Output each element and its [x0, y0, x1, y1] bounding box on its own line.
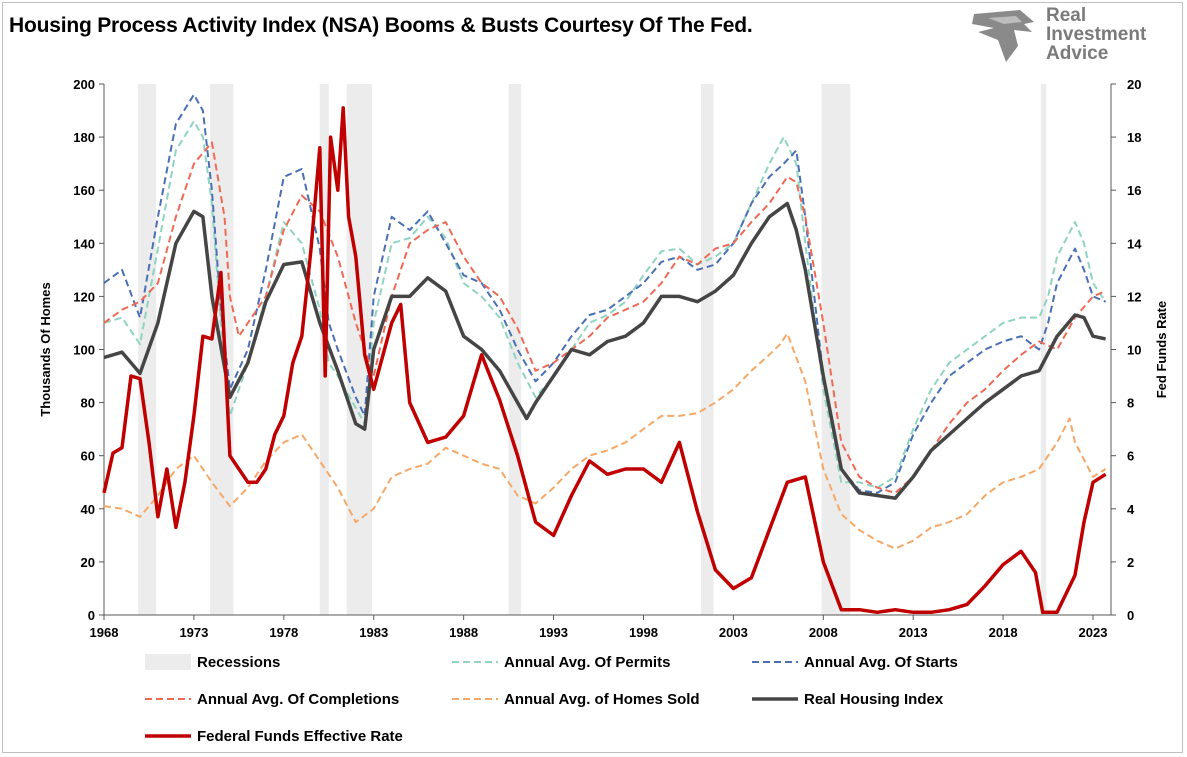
legend: Recessions Annual Avg. Of Permits Annual A…: [145, 654, 958, 745]
legend-label-homes_sold: Annual Avg. of Homes Sold: [504, 691, 700, 708]
series-line-starts: [103, 93, 1106, 494]
y-axis-left-title: Thousands Of Homes: [38, 282, 53, 416]
legend-label-real_housing: Real Housing Index: [804, 691, 944, 708]
eagle-head-icon: [972, 10, 1034, 62]
legend-label-permits: Annual Avg. Of Permits: [504, 654, 670, 671]
axes: 0 20 40 60 80 100 120 140 160 180 200 0 2 4 6 8 10 12 14 16…: [38, 77, 1169, 640]
x-tick-label: 1968: [90, 625, 119, 640]
recession-band-5: [701, 84, 714, 615]
logo-line-3: Advice: [1046, 43, 1109, 64]
recession-band-7: [1040, 84, 1047, 615]
x-tick-label: 1988: [449, 625, 478, 640]
y-tick-label-right: 0: [1127, 608, 1134, 623]
y-tick-label-left: 20: [81, 555, 95, 570]
logo-line-2: Investment: [1046, 24, 1147, 45]
y-tick-label-right: 8: [1127, 396, 1134, 411]
y-tick-label-left: 0: [88, 608, 95, 623]
y-tick-label-right: 18: [1127, 130, 1141, 145]
x-tick-label: 1998: [629, 625, 658, 640]
recession-bands: [138, 84, 1047, 615]
recession-band-6: [821, 84, 851, 615]
recession-band-3: [346, 84, 372, 615]
y-tick-label-left: 120: [73, 289, 95, 304]
chart-title: Housing Process Activity Index (NSA) Boo…: [9, 14, 753, 37]
series-line-permits: [103, 120, 1107, 489]
y-tick-label-left: 60: [81, 449, 95, 464]
x-tick-label: 2018: [989, 625, 1018, 640]
y-tick-label-left: 200: [73, 77, 95, 92]
y-tick-label-right: 4: [1127, 502, 1135, 517]
y-tick-label-right: 12: [1127, 289, 1141, 304]
y-tick-label-right: 16: [1127, 183, 1141, 198]
x-tick-label: 1983: [359, 625, 388, 640]
x-tick-label: 2023: [1079, 625, 1108, 640]
x-tick-label: 2003: [719, 625, 748, 640]
y-tick-label-left: 100: [73, 343, 95, 358]
series-line-homes_sold: [103, 332, 1107, 550]
series-lines: [102, 93, 1107, 615]
x-tick-label: 1978: [269, 625, 298, 640]
logo: Real Investment Advice: [968, 2, 1168, 68]
y-tick-label-right: 6: [1127, 449, 1134, 464]
y-tick-label-right: 14: [1127, 236, 1142, 251]
series-line-fed_funds: [102, 106, 1107, 615]
y-tick-label-left: 160: [73, 183, 95, 198]
x-tick-label: 2013: [899, 625, 928, 640]
legend-label-completions: Annual Avg. Of Completions: [197, 691, 399, 708]
legend-label-recessions: Recessions: [197, 654, 280, 671]
legend-swatch-recessions: [145, 654, 191, 670]
series-line-completions: [103, 141, 1106, 494]
y-tick-label-left: 180: [73, 130, 95, 145]
y-tick-label-left: 80: [81, 396, 95, 411]
legend-label-starts: Annual Avg. Of Starts: [804, 654, 958, 671]
y-tick-label-left: 40: [81, 502, 95, 517]
x-tick-label: 2008: [809, 625, 838, 640]
logo-line-1: Real: [1046, 5, 1087, 26]
recession-band-4: [508, 84, 522, 615]
legend-label-fed_funds: Federal Funds Effective Rate: [197, 728, 403, 745]
y-tick-label-right: 10: [1127, 343, 1141, 358]
y-axis-right-title: Fed Funds Rate: [1154, 301, 1169, 399]
y-tick-label-right: 20: [1127, 77, 1141, 92]
x-tick-label: 1973: [179, 625, 208, 640]
y-tick-label-right: 2: [1127, 555, 1134, 570]
x-tick-label: 1993: [539, 625, 568, 640]
series-line-real_housing: [103, 201, 1106, 500]
y-tick-label-left: 140: [73, 236, 95, 251]
